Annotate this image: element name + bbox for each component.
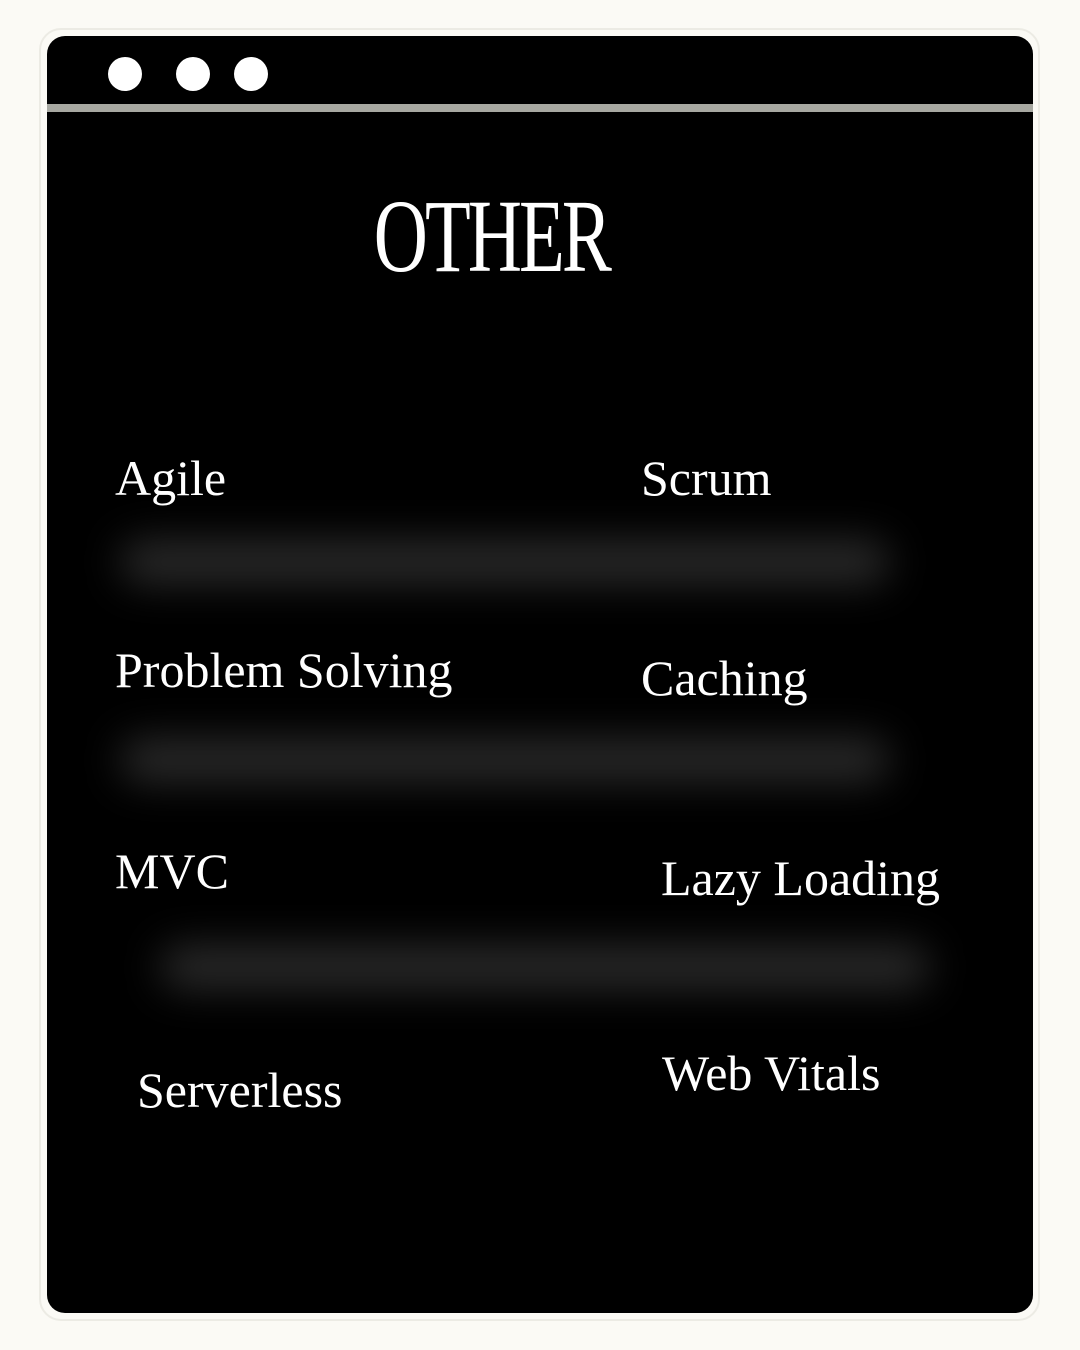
- window: [47, 36, 1033, 1313]
- glow-divider: [120, 540, 890, 584]
- skill-item-agile: Agile: [115, 450, 227, 506]
- window-dot[interactable]: [234, 57, 268, 91]
- titlebar-divider: [47, 104, 1033, 112]
- skill-item-serverless: Serverless: [137, 1062, 343, 1118]
- skill-item-problem-solving: Problem Solving: [115, 642, 453, 698]
- skill-item-mvc: MVC: [115, 843, 229, 899]
- page-title: OTHER: [373, 179, 612, 294]
- window-dot[interactable]: [176, 57, 210, 91]
- skill-item-scrum: Scrum: [641, 450, 772, 506]
- skill-item-caching: Caching: [641, 650, 808, 706]
- glow-divider: [120, 738, 890, 782]
- skill-item-lazy-loading: Lazy Loading: [661, 850, 941, 906]
- glow-divider: [160, 945, 930, 989]
- outer-frame: [39, 28, 1040, 1321]
- window-dot[interactable]: [108, 57, 142, 91]
- skill-item-web-vitals: Web Vitals: [662, 1045, 881, 1101]
